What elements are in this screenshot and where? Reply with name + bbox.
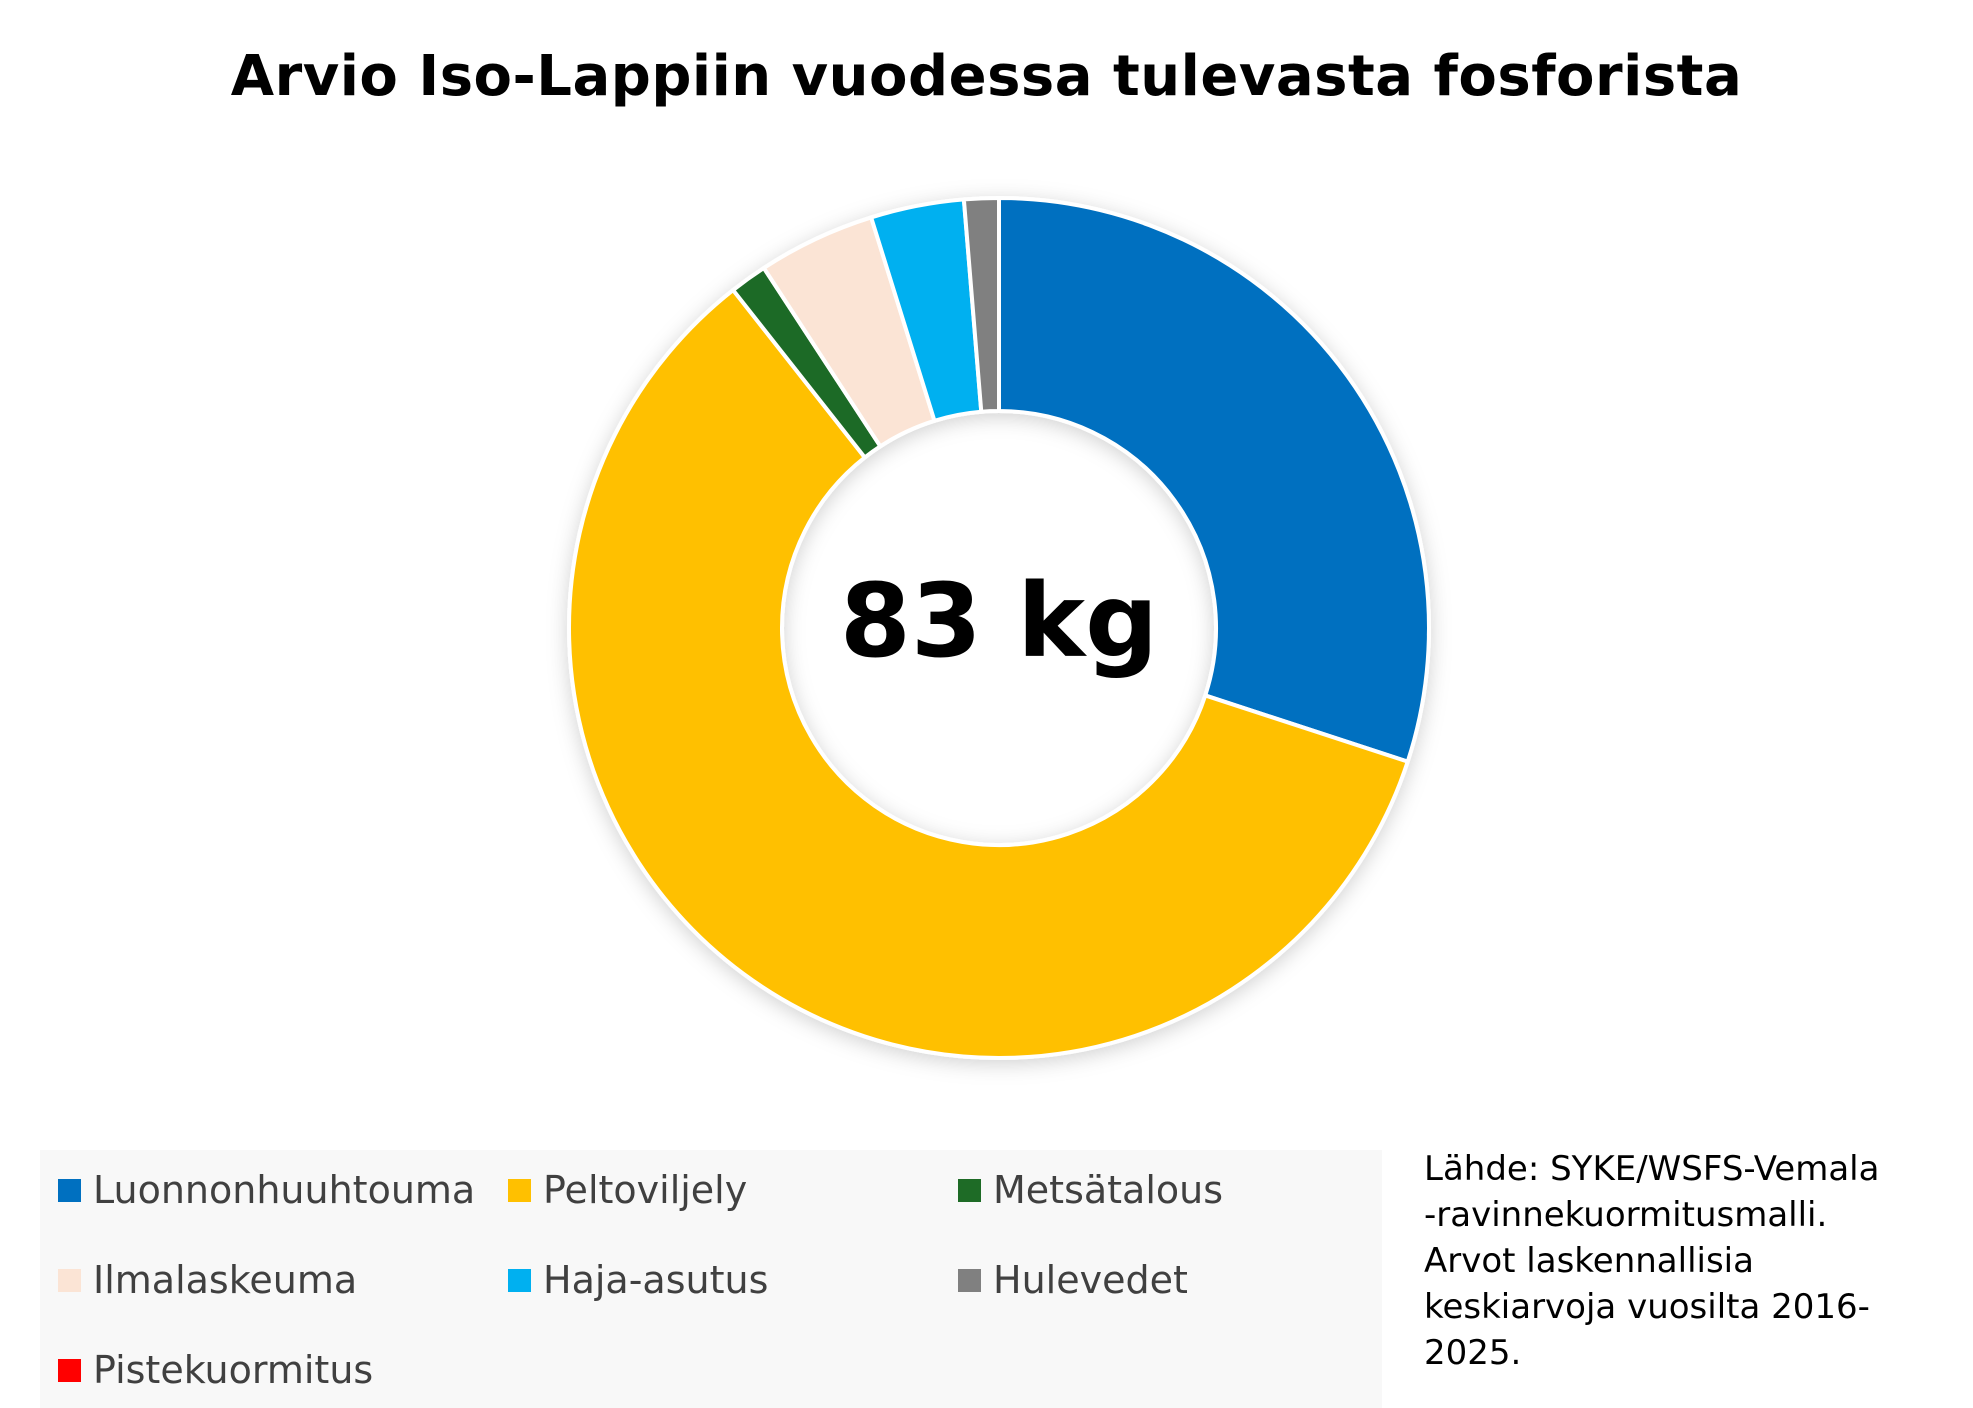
legend-swatch: [958, 1268, 981, 1292]
legend-label: Pistekuormitus: [93, 1348, 374, 1392]
donut-slices: [567, 196, 1431, 1060]
legend-label: Metsätalous: [993, 1168, 1224, 1212]
source-note-line: Lähde: SYKE/WSFS-Vemala: [1424, 1149, 1880, 1189]
legend-item: Hulevedet: [958, 1250, 1188, 1310]
center-total-label: 83 kg: [840, 562, 1158, 681]
legend-item: Haja-asutus: [508, 1250, 768, 1310]
legend-swatch: [958, 1178, 981, 1202]
legend-label: Hulevedet: [993, 1258, 1188, 1302]
legend-label: Ilmalaskeuma: [93, 1258, 358, 1302]
source-note-line: keskiarvoja vuosilta 2016-: [1424, 1287, 1870, 1327]
legend-item: Luonnonhuuhtouma: [58, 1160, 475, 1220]
source-note-line: -ravinnekuormitusmalli.: [1424, 1195, 1828, 1235]
source-note-line: 2025.: [1424, 1333, 1522, 1373]
legend-item: Ilmalaskeuma: [58, 1250, 357, 1310]
donut-slice-luonnonhuuhtouma: [997, 196, 1431, 764]
donut-slice-hulevedet: [961, 196, 1001, 414]
donut-slice-peltoviljely: [567, 288, 1410, 1060]
legend-label: Peltoviljely: [543, 1168, 748, 1212]
legend-label: Luonnonhuuhtouma: [93, 1168, 476, 1212]
chart-legend: Luonnonhuuhtouma Peltoviljely Metsätalous I…: [40, 1150, 1382, 1408]
legend-swatch: [58, 1178, 81, 1202]
legend-swatch: [58, 1268, 81, 1292]
legend-item: Metsätalous: [958, 1160, 1223, 1220]
source-note-line: Arvot laskennallisia: [1424, 1241, 1754, 1281]
donut-chart: 83 kg: [567, 196, 1431, 1060]
source-note: Lähde: SYKE/WSFS-Vemala -ravinnekuormitus…: [1424, 1146, 1944, 1376]
legend-swatch: [508, 1268, 531, 1292]
legend-item: Pistekuormitus: [58, 1340, 373, 1400]
legend-label: Haja-asutus: [543, 1258, 769, 1302]
legend-swatch: [508, 1178, 531, 1202]
legend-swatch: [58, 1358, 81, 1382]
legend-item: Peltoviljely: [508, 1160, 747, 1220]
chart-title: Arvio Iso-Lappiin vuodessa tulevasta fos…: [230, 44, 1743, 109]
